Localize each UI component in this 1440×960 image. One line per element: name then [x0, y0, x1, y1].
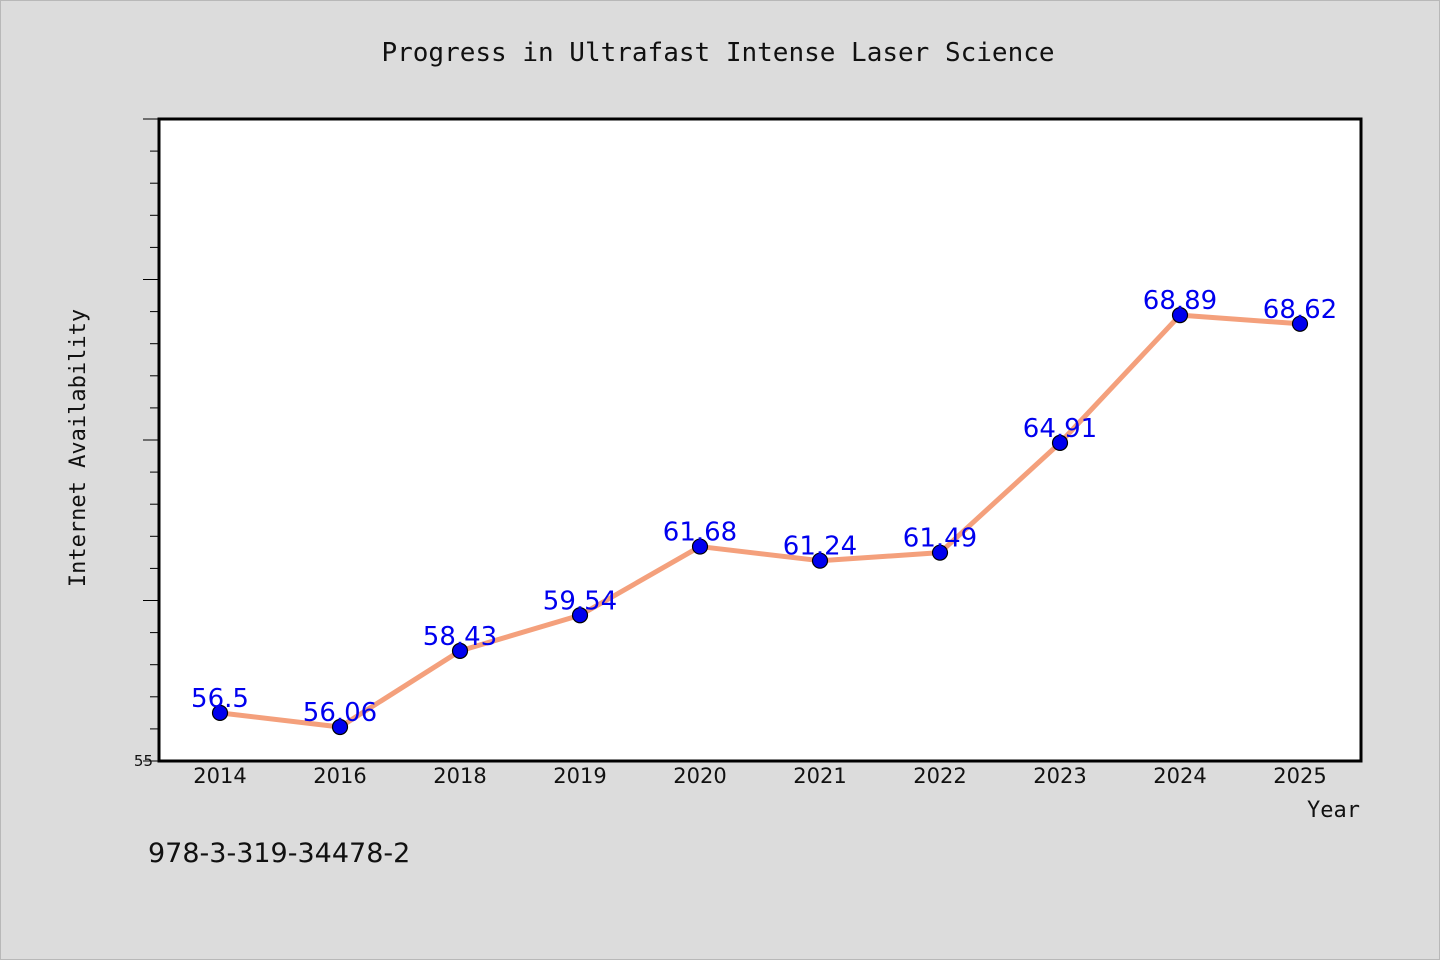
y-axis-label: Internet Availability: [66, 309, 91, 587]
data-label: 56.5: [191, 684, 249, 714]
x-tick-label: 2025: [1273, 764, 1326, 788]
data-label: 61.68: [663, 518, 737, 548]
data-point: [331, 718, 349, 736]
x-axis-ticks: 2014 2016 2018 2019 2020 2021 2022 2023 2024 2025: [193, 764, 1326, 788]
data-point: [211, 704, 229, 721]
x-tick-label: 2024: [1153, 764, 1206, 788]
x-axis-label: Year: [1307, 798, 1360, 823]
footer-isbn: 978-3-319-34478-2: [148, 838, 410, 869]
x-tick-label: 2019: [553, 764, 606, 788]
x-tick-label: 2023: [1033, 764, 1086, 788]
data-label: 56.06: [303, 698, 377, 728]
x-tick-label: 2014: [193, 764, 246, 788]
data-point: [1171, 307, 1189, 324]
data-label: 64.91: [1023, 414, 1097, 444]
x-tick-label: 2020: [673, 764, 726, 788]
x-tick-label: 2022: [913, 764, 966, 788]
x-tick-label: 2018: [433, 764, 486, 788]
data-label: 58.43: [423, 622, 497, 652]
data-label: 68.89: [1143, 286, 1217, 316]
x-tick-label: 2016: [313, 764, 366, 788]
data-point: [451, 642, 469, 659]
x-tick-label: 2021: [793, 764, 846, 788]
series-line-group: [217, 312, 1303, 730]
data-point: [931, 544, 949, 561]
data-label: 61.24: [783, 532, 857, 562]
chart-title: Progress in Ultrafast Intense Laser Scie…: [381, 38, 1054, 68]
y-tick-label: 55: [134, 752, 153, 770]
series-line: [217, 312, 1303, 730]
data-label: 61.49: [903, 524, 977, 554]
data-point: [691, 538, 709, 555]
data-labels: 56.5 56.06 58.43 59.54 61.68 61.24 61.49 64.91 6…: [191, 286, 1337, 728]
data-point: [811, 552, 829, 569]
data-label: 59.54: [543, 586, 617, 616]
series-markers: [211, 307, 1309, 736]
plot-area: [157, 117, 1363, 763]
data-point: [1291, 315, 1309, 332]
data-point: [1051, 434, 1069, 451]
data-label: 68.62: [1263, 295, 1337, 325]
y-axis-ticks: 55: [134, 118, 159, 770]
data-point: [571, 607, 589, 624]
